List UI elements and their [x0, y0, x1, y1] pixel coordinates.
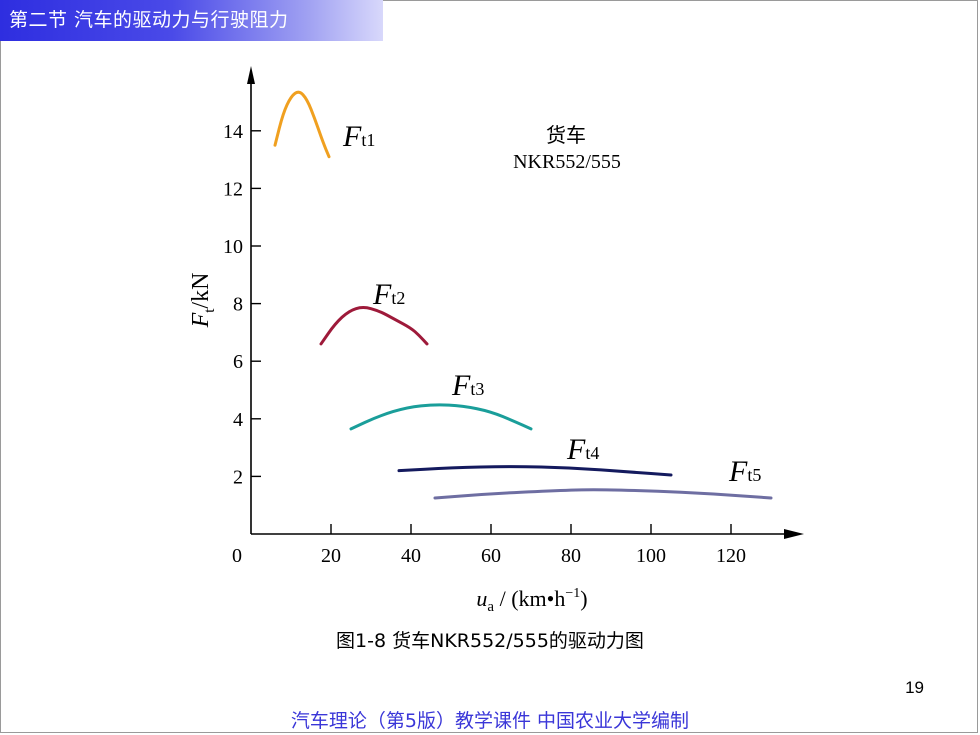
x-tick-label: 80: [561, 545, 581, 567]
curve-ft2: [319, 306, 429, 346]
y-axis-arrow: [247, 66, 255, 84]
y-axis-title: Ft/kN: [188, 273, 218, 329]
y-axis-title-main: F: [188, 312, 214, 328]
x-axis-title-unit: / (km•h: [494, 586, 565, 611]
y-axis-title-sub: t: [202, 308, 218, 313]
slide-title: 第二节 汽车的驱动力与行驶阻力: [0, 0, 383, 41]
curve-label-ft5: Ft5: [728, 455, 761, 488]
x-tick-label: 100: [636, 545, 666, 567]
y-tick-label: 14: [223, 121, 243, 143]
y-tick-label: 4: [233, 409, 243, 431]
x-tick-label: 120: [716, 545, 746, 567]
y-axis-title-unit: /kN: [188, 273, 214, 309]
vehicle-model-label: NKR552/555: [513, 151, 621, 173]
x-tick-label: 60: [481, 545, 501, 567]
x-axis-title-sup: −1: [565, 586, 580, 601]
vehicle-label: 货车: [546, 123, 586, 147]
page-number: 19: [905, 678, 924, 697]
curve-ft3: [349, 403, 533, 431]
slide-footer: 汽车理论（第5版）教学课件 中国农业大学编制: [290, 710, 690, 732]
y-tick-label: 6: [233, 351, 243, 373]
x-tick-label: 20: [321, 545, 341, 567]
curve-label-ft3: Ft3: [451, 369, 484, 402]
y-tick-label: 8: [233, 294, 243, 316]
vehicle-label-line1: 货车: [546, 123, 586, 147]
x-axis-title-close: ): [580, 586, 587, 611]
chart-axes: [247, 66, 804, 539]
x-tick-label: 40: [401, 545, 421, 567]
curve-ft1: [273, 90, 331, 159]
figure-caption: 图1-8 货车NKR552/555的驱动力图: [336, 630, 644, 652]
y-tick-label: 2: [233, 466, 243, 488]
y-tick-label: 10: [223, 236, 243, 258]
x-axis-title-main: u: [476, 586, 487, 611]
x-axis-title: ua / (km•h−1): [476, 586, 587, 615]
x-axis-title-sub: a: [487, 599, 494, 615]
curve-label-ft1: Ft1: [342, 120, 375, 153]
origin-label: 0: [232, 545, 242, 567]
curve-label-ft4: Ft4: [566, 433, 599, 466]
vehicle-label-line2: NKR552/555: [513, 151, 621, 173]
y-tick-label: 12: [223, 178, 243, 200]
curve-ft5: [433, 488, 773, 500]
curve-ft4: [397, 465, 673, 477]
x-axis-arrow: [784, 529, 804, 539]
curve-label-ft2: Ft2: [372, 278, 405, 311]
